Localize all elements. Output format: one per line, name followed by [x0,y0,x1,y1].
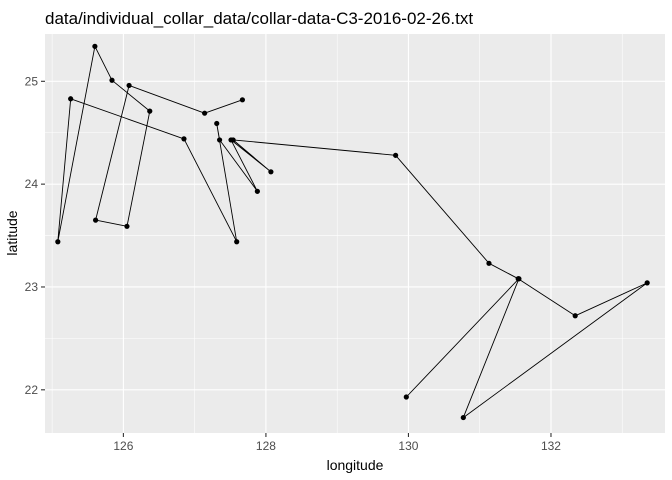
data-point [254,188,260,194]
data-point [228,137,234,143]
data-point [393,152,399,158]
x-tick-label: 130 [398,439,418,453]
y-axis-title: latitude [4,210,20,255]
data-point [214,120,220,127]
x-tick-label: 126 [113,439,133,453]
y-tick-label: 25 [25,74,39,88]
data-point [234,239,240,245]
data-point [92,217,99,223]
chart-title: data/individual_collar_data/collar-data-… [45,9,473,28]
data-point [460,414,466,421]
y-tick-label: 22 [25,383,39,397]
series-path [57,45,648,419]
grid-minor [45,34,665,433]
grid-major [45,34,665,433]
data-point [268,169,274,175]
data-point [403,394,409,400]
data-point [109,77,115,83]
series-points [55,43,650,421]
data-point [147,108,153,114]
data-point [126,82,132,89]
y-tick-label: 24 [25,177,39,191]
x-tick-label: 132 [541,439,561,453]
x-tick-label: 128 [256,439,276,453]
data-point [68,96,74,102]
series-lines [57,45,648,419]
x-axis: 126 128 130 132 [113,433,561,453]
data-point [644,280,650,286]
data-point [239,97,246,103]
data-point [486,260,492,266]
y-axis: 22 23 24 25 [25,74,45,397]
data-point [124,223,130,229]
data-point [202,110,208,116]
data-point [572,313,578,319]
data-point [181,136,187,142]
data-point [515,276,521,282]
y-tick-label: 23 [25,280,39,294]
data-point [216,137,223,143]
data-point [92,43,98,49]
data-point [55,239,61,245]
plot-panel [45,34,665,433]
x-axis-title: longitude [327,457,384,473]
